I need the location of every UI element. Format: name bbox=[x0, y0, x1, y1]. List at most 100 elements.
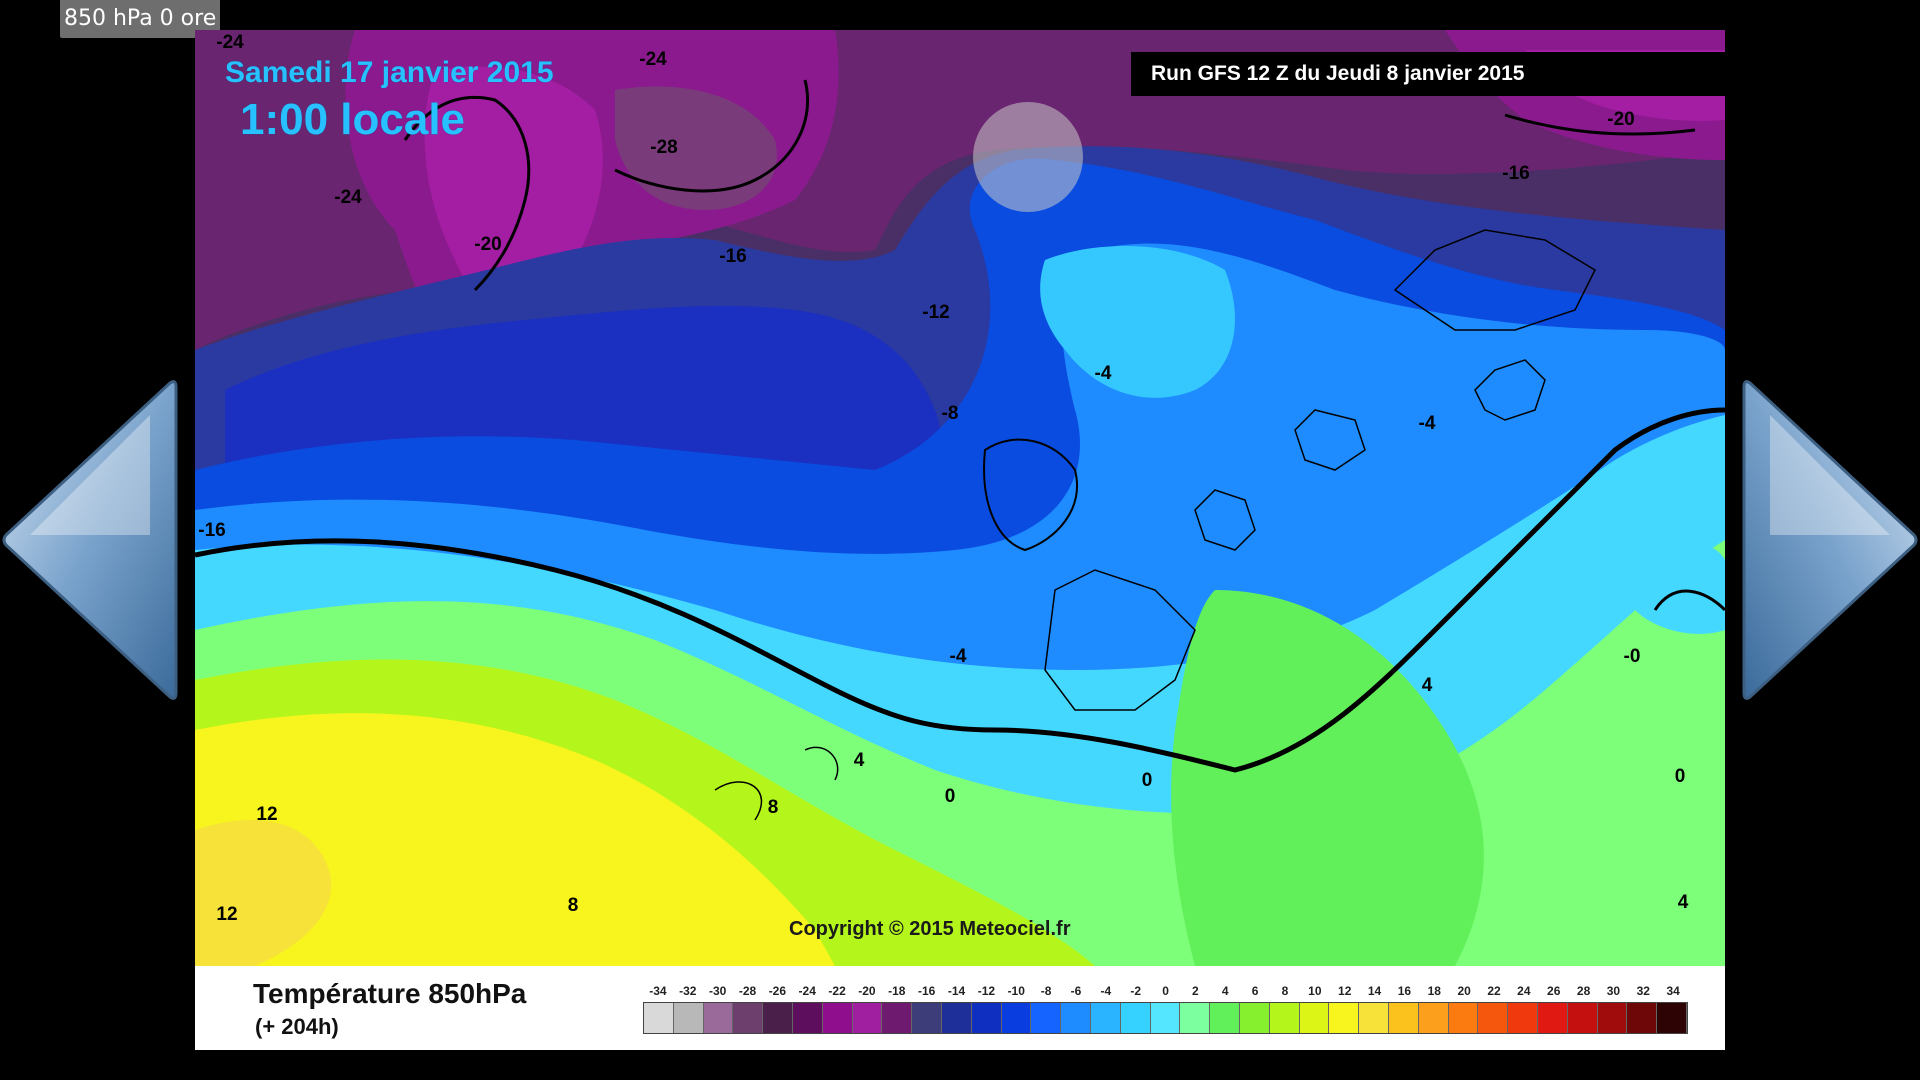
scale-swatch bbox=[1597, 1003, 1628, 1033]
scale-swatch bbox=[971, 1003, 1002, 1033]
map-time-title: 1:00 locale bbox=[240, 95, 466, 144]
scale-tick-label: 20 bbox=[1457, 984, 1471, 998]
copyright-text: Copyright © 2015 Meteociel.fr bbox=[789, 918, 1071, 940]
scale-tick-label: 4 bbox=[1221, 984, 1229, 998]
scale-swatch bbox=[1061, 1003, 1091, 1033]
scale-swatch bbox=[1031, 1003, 1062, 1033]
scale-swatch bbox=[792, 1003, 823, 1033]
scale-tick-label: -34 bbox=[649, 984, 667, 998]
scale-swatch bbox=[822, 1003, 853, 1033]
scale-swatch bbox=[1657, 1003, 1687, 1033]
scale-swatch bbox=[1150, 1003, 1181, 1033]
contour-label: -4 bbox=[949, 646, 967, 667]
scale-tick-label: -22 bbox=[828, 984, 846, 998]
scale-swatch bbox=[673, 1003, 704, 1033]
scale-swatch bbox=[1299, 1003, 1330, 1033]
scale-tick-label: 24 bbox=[1517, 984, 1531, 998]
contour-label: -8 bbox=[941, 403, 959, 424]
scale-swatch bbox=[703, 1003, 734, 1033]
scale-tick-label: 14 bbox=[1367, 984, 1382, 998]
color-scale-swatches bbox=[643, 1002, 1688, 1034]
contour-label: -12 bbox=[922, 302, 950, 323]
scale-tick-label: 8 bbox=[1281, 984, 1289, 998]
scale-tick-label: 26 bbox=[1547, 984, 1561, 998]
contour-label: 0 bbox=[944, 786, 956, 807]
scale-tick-label: 2 bbox=[1192, 984, 1199, 998]
scale-swatch bbox=[1120, 1003, 1151, 1033]
scale-swatch bbox=[1567, 1003, 1598, 1033]
contour-label: -20 bbox=[1607, 109, 1635, 130]
legend-forecast-hour: (+ 204h) bbox=[255, 1014, 339, 1039]
scale-tick-label: 22 bbox=[1487, 984, 1501, 998]
map-date-title: Samedi 17 janvier 2015 bbox=[225, 56, 554, 89]
scale-swatch bbox=[1001, 1003, 1032, 1033]
temperature-legend: Température 850hPa (+ 204h) -34 -32 -30 -28… bbox=[195, 966, 1725, 1050]
scale-swatch bbox=[882, 1003, 913, 1033]
scale-tick-label: -4 bbox=[1100, 984, 1112, 998]
scale-swatch bbox=[733, 1003, 764, 1033]
contour-label: 4 bbox=[853, 750, 865, 771]
scale-tick-label: 10 bbox=[1308, 984, 1322, 998]
contour-label: -28 bbox=[650, 137, 678, 158]
previous-frame-button[interactable] bbox=[0, 375, 180, 705]
contour-label: 8 bbox=[567, 895, 579, 916]
scale-swatch bbox=[1478, 1003, 1509, 1033]
scale-tick-label: 18 bbox=[1427, 984, 1441, 998]
scale-tick-label: 6 bbox=[1251, 984, 1259, 998]
scale-swatch bbox=[763, 1003, 793, 1033]
scale-swatch bbox=[1329, 1003, 1360, 1033]
scale-tick-label: -20 bbox=[858, 984, 876, 998]
next-frame-button[interactable] bbox=[1740, 375, 1920, 705]
forecast-map-frame: Samedi 17 janvier 2015 1:00 locale Run G… bbox=[195, 30, 1725, 1050]
scale-swatch bbox=[1210, 1003, 1240, 1033]
scale-tick-label: -18 bbox=[888, 984, 906, 998]
temperature-field bbox=[195, 30, 1725, 966]
scale-swatch bbox=[1508, 1003, 1538, 1033]
scale-tick-label: 34 bbox=[1666, 984, 1680, 998]
contour-label: -4 bbox=[1418, 413, 1436, 434]
scale-tick-label: -24 bbox=[798, 984, 816, 998]
prev-arrow-icon bbox=[2, 380, 178, 700]
info-overlay-blob bbox=[973, 102, 1083, 212]
contour-label: 8 bbox=[767, 797, 779, 818]
scale-swatch bbox=[1180, 1003, 1211, 1033]
scale-swatch bbox=[1537, 1003, 1568, 1033]
scale-tick-label: 30 bbox=[1606, 984, 1621, 998]
contour-label: -16 bbox=[198, 520, 226, 541]
next-arrow-icon bbox=[1742, 380, 1918, 700]
scale-tick-label: -12 bbox=[977, 984, 996, 998]
color-scale-ticks: -34 -32 -30 -28 -26 -24 -22 -20 -18 -16 -14 -12 -10-… bbox=[643, 984, 1688, 998]
scale-tick-label: -16 bbox=[917, 984, 936, 998]
contour-label: 4 bbox=[1677, 892, 1689, 913]
scale-swatch bbox=[912, 1003, 942, 1033]
scale-tick-label: -32 bbox=[679, 984, 697, 998]
contour-label: -4 bbox=[1094, 363, 1112, 384]
temperature-map: Samedi 17 janvier 2015 1:00 locale Run G… bbox=[195, 30, 1725, 966]
scale-tick-label: 32 bbox=[1636, 984, 1650, 998]
contour-label: -20 bbox=[474, 234, 502, 255]
scale-swatch bbox=[1388, 1003, 1419, 1033]
contour-label: -24 bbox=[216, 32, 244, 53]
contour-label: -16 bbox=[1502, 163, 1530, 184]
contour-label: 12 bbox=[256, 804, 278, 825]
scale-tick-label: -2 bbox=[1130, 984, 1142, 998]
scale-tick-label: -28 bbox=[738, 984, 757, 998]
scale-tick-label: -26 bbox=[768, 984, 787, 998]
scale-tick-label: -8 bbox=[1040, 984, 1052, 998]
scale-tick-label: -30 bbox=[708, 984, 727, 998]
scale-swatch bbox=[1090, 1003, 1121, 1033]
contour-label: -24 bbox=[639, 49, 667, 70]
scale-tick-label: -14 bbox=[947, 984, 966, 998]
scale-tick-label: -10 bbox=[1007, 984, 1025, 998]
scale-swatch bbox=[1627, 1003, 1658, 1033]
scale-swatch bbox=[1359, 1003, 1389, 1033]
scale-swatch bbox=[1269, 1003, 1300, 1033]
scale-swatch bbox=[1448, 1003, 1479, 1033]
scale-swatch bbox=[852, 1003, 883, 1033]
scale-swatch bbox=[941, 1003, 972, 1033]
legend-title: Température 850hPa bbox=[253, 978, 527, 1009]
model-run-info: Run GFS 12 Z du Jeudi 8 janvier 2015 bbox=[1131, 52, 1725, 96]
color-scale: -34 -32 -30 -28 -26 -24 -22 -20 -18 -16 -14 -12 -10-… bbox=[643, 984, 1688, 1040]
contour-label: 0 bbox=[1674, 766, 1686, 787]
contour-label: -24 bbox=[334, 187, 362, 208]
